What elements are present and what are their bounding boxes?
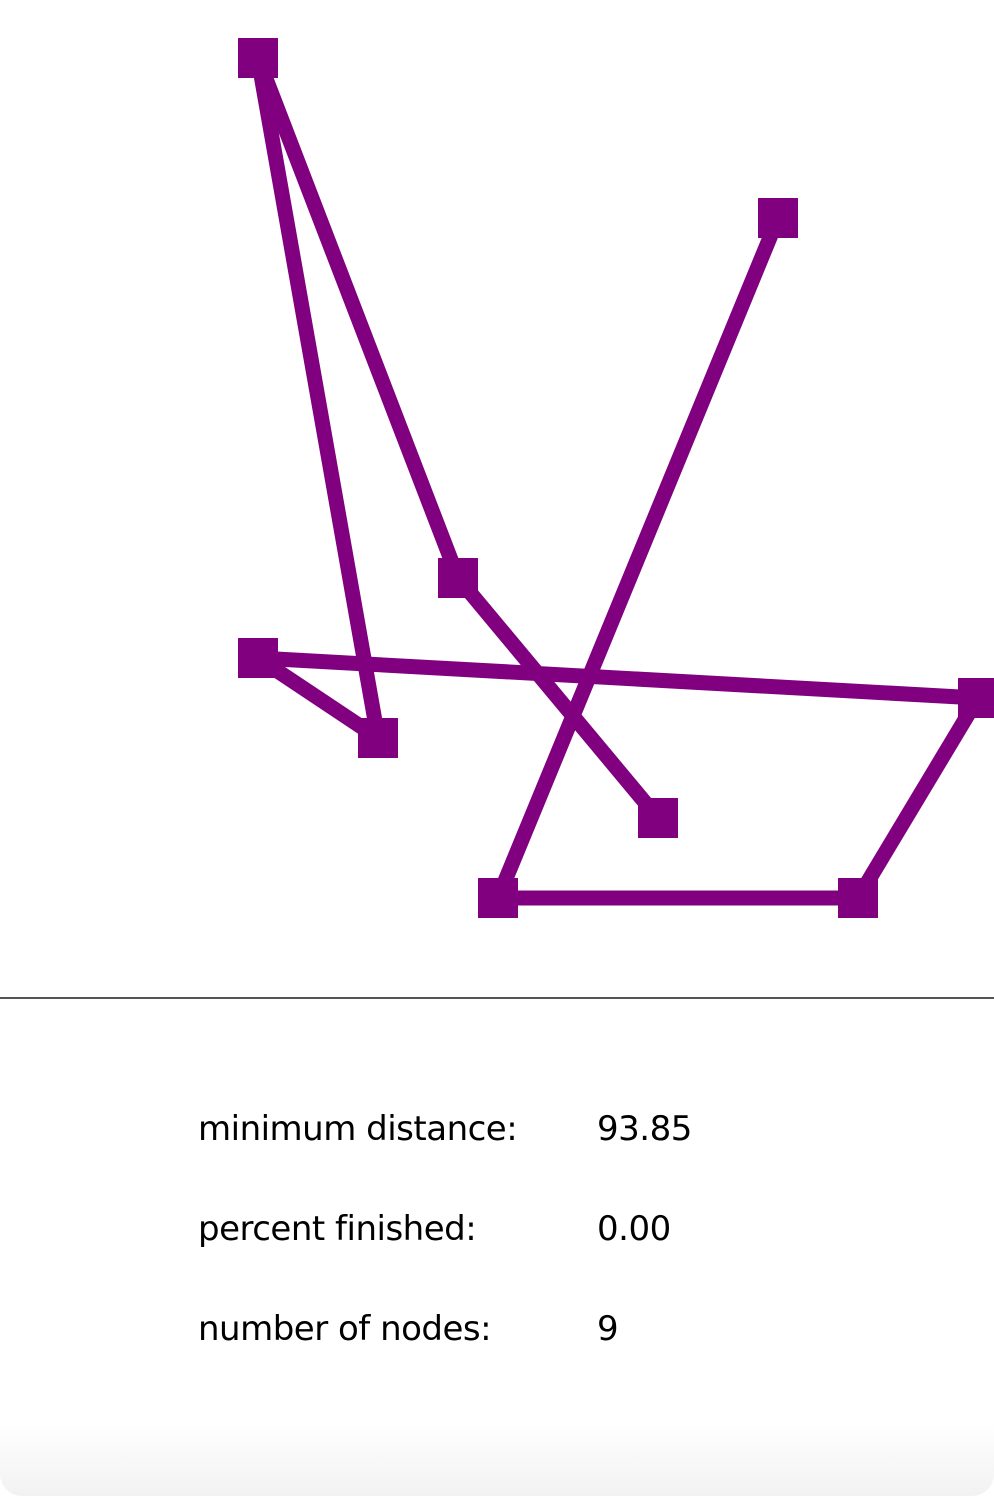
tour-node [438,558,478,598]
tour-edge [250,50,466,586]
panel-divider [0,997,994,999]
tour-edge [490,210,786,906]
min-distance-label: minimum distance: [198,1109,518,1149]
tour-node [358,718,398,758]
tour-node [838,878,878,918]
tour-canvas [238,38,994,918]
tour-edge [250,50,386,746]
tour-edge [850,690,986,906]
tour-node [238,38,278,78]
percent-finished-value: 0.00 [597,1209,671,1249]
tour-node [638,798,678,838]
node-count-value: 9 [597,1309,619,1349]
tour-edge [250,650,986,706]
tour-node [478,878,518,918]
tour-node [238,638,278,678]
tour-node [758,198,798,238]
tour-node [958,678,994,718]
percent-finished-label: percent finished: [198,1209,477,1249]
stats-panel: minimum distance: 93.85 percent finished… [0,999,994,1496]
tour-edge [450,570,666,826]
node-count-label: number of nodes: [198,1309,492,1349]
min-distance-value: 93.85 [597,1109,692,1149]
